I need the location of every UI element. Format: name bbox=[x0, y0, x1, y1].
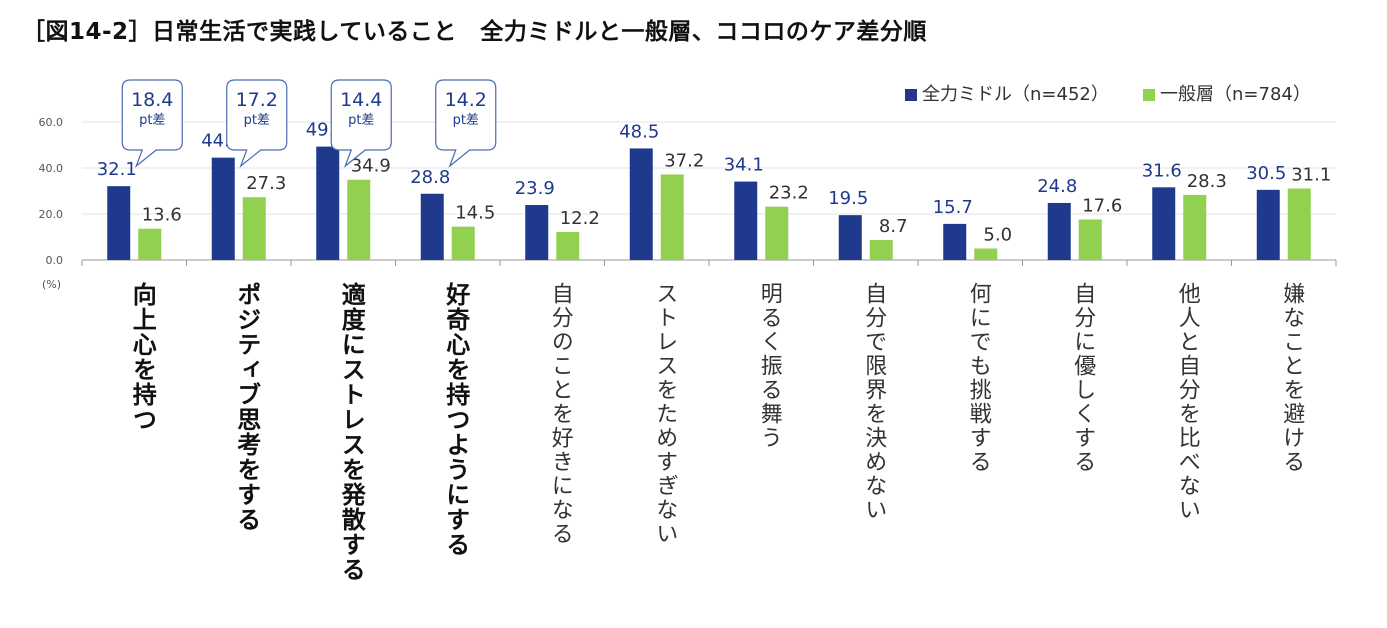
bar-series-2 bbox=[1287, 188, 1311, 260]
data-label-series-2: 13.6 bbox=[142, 205, 182, 226]
callout-value: 14.4 bbox=[340, 89, 382, 111]
data-label-series-2: 27.3 bbox=[246, 173, 286, 194]
bar-series-2 bbox=[451, 226, 475, 260]
data-label-series-1: 15.7 bbox=[933, 197, 973, 218]
category-label: 何にでも挑戦する bbox=[966, 282, 992, 474]
bar-series-2 bbox=[242, 197, 266, 260]
data-label-series-1: 48.5 bbox=[619, 121, 659, 142]
bar-series-1 bbox=[316, 146, 340, 260]
bar-series-1 bbox=[420, 193, 444, 260]
callout-bubble bbox=[121, 79, 183, 168]
data-label-series-2: 31.1 bbox=[1291, 164, 1331, 185]
bar-series-2 bbox=[347, 179, 371, 260]
bar-series-2 bbox=[974, 248, 998, 260]
data-label-series-2: 34.9 bbox=[351, 156, 391, 177]
y-tick-label: 20.0 bbox=[39, 208, 64, 221]
data-label-series-2: 14.5 bbox=[455, 203, 495, 224]
bar-series-1 bbox=[525, 205, 549, 260]
bar-series-1 bbox=[211, 157, 235, 260]
data-label-series-1: 23.9 bbox=[515, 178, 555, 199]
category-label: 向上心を持つ bbox=[128, 281, 156, 432]
callout-value: 18.4 bbox=[131, 89, 173, 111]
data-label-series-1: 31.6 bbox=[1142, 160, 1182, 181]
bar-series-2 bbox=[556, 231, 580, 260]
callout-value: 17.2 bbox=[236, 89, 278, 111]
category-label: 他人と自分を比べない bbox=[1175, 282, 1201, 522]
data-label-series-1: 28.8 bbox=[410, 167, 450, 188]
category-label: 好奇心を持つようにする bbox=[442, 282, 471, 557]
y-tick-label: 40.0 bbox=[39, 162, 64, 175]
callout-unit: pt差 bbox=[139, 113, 165, 128]
chart-title: ［図14-2］日常生活で実践していること 全力ミドルと一般層、ココロのケア差分順 bbox=[22, 19, 927, 45]
bar-series-1 bbox=[943, 223, 967, 260]
bar-series-1 bbox=[629, 148, 653, 260]
category-label: 嫌なことを避ける bbox=[1279, 282, 1305, 474]
y-tick-label: 0.0 bbox=[46, 254, 64, 267]
category-label: 自分に優しくする bbox=[1070, 282, 1096, 474]
category-label: 適度にストレスを発散する bbox=[337, 281, 366, 582]
legend-swatch-series-2 bbox=[1143, 89, 1155, 101]
category-label: ストレスをためすぎない bbox=[652, 282, 677, 546]
bar-series-1 bbox=[1256, 189, 1280, 260]
callout-bubble bbox=[330, 79, 392, 168]
data-label-series-2: 28.3 bbox=[1187, 171, 1227, 192]
data-label-series-1: 24.8 bbox=[1037, 176, 1077, 197]
category-label: 自分のことを好きになる bbox=[548, 282, 574, 546]
bar-series-2 bbox=[1183, 194, 1207, 260]
category-label: 自分で限界を決めない bbox=[861, 282, 887, 522]
data-label-series-1: 19.5 bbox=[828, 188, 868, 209]
legend-swatch-series-1 bbox=[905, 89, 917, 101]
bar-series-1 bbox=[1047, 202, 1071, 260]
callout-unit: pt差 bbox=[348, 113, 374, 128]
bar-series-1 bbox=[107, 186, 131, 260]
data-label-series-2: 12.2 bbox=[560, 208, 600, 229]
category-label: ポジティブ思考をする bbox=[233, 282, 261, 532]
callout-unit: pt差 bbox=[453, 113, 479, 128]
y-tick-label: 60.0 bbox=[39, 116, 64, 129]
bar-series-2 bbox=[765, 206, 789, 260]
data-label-series-2: 8.7 bbox=[879, 216, 908, 237]
bar-series-1 bbox=[838, 215, 862, 260]
data-label-series-1: 30.5 bbox=[1246, 163, 1286, 184]
bar-series-1 bbox=[1152, 187, 1176, 260]
data-label-series-2: 5.0 bbox=[983, 225, 1012, 246]
callout-value: 14.2 bbox=[445, 89, 487, 111]
data-label-series-1: 32.1 bbox=[97, 159, 137, 180]
data-label-series-2: 23.2 bbox=[769, 183, 809, 204]
callout-bubble bbox=[226, 79, 288, 168]
legend-label-series-1: 全力ミドル（n=452） bbox=[922, 84, 1109, 105]
data-label-series-2: 17.6 bbox=[1082, 196, 1122, 217]
callout-unit: pt差 bbox=[244, 113, 270, 128]
legend-label-series-2: 一般層（n=784） bbox=[1160, 84, 1311, 105]
data-label-series-1: 34.1 bbox=[724, 155, 764, 176]
callout-bubble bbox=[435, 79, 497, 168]
bar-series-2 bbox=[660, 174, 684, 260]
bar-series-1 bbox=[734, 181, 758, 260]
bar-series-2 bbox=[869, 239, 893, 260]
bar-series-2 bbox=[1078, 219, 1102, 260]
category-label: 明るく振る舞う bbox=[757, 282, 783, 450]
y-axis-unit-label: (%) bbox=[42, 278, 61, 291]
data-label-series-2: 37.2 bbox=[664, 150, 704, 171]
bar-series-2 bbox=[138, 228, 162, 260]
